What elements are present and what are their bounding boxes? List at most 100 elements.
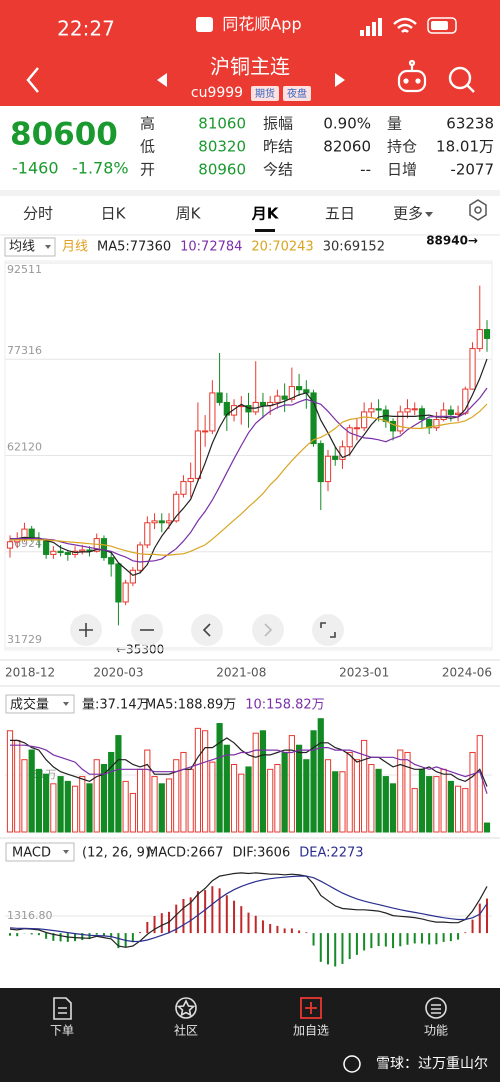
stat-value: -- <box>360 161 371 179</box>
volume-bar <box>21 759 28 833</box>
volume-bar <box>216 723 223 833</box>
tag-bg <box>251 86 279 101</box>
robot-icon[interactable] <box>397 59 427 93</box>
tab[interactable]: 周K <box>176 205 202 223</box>
nav-item[interactable]: 功能 <box>424 1024 448 1038</box>
candle-body <box>274 395 281 403</box>
volume-bar <box>173 759 180 833</box>
candle-body <box>79 549 86 552</box>
stat-label: 振幅 <box>263 115 293 133</box>
candle-body <box>43 539 50 555</box>
status-app: 同花顺App <box>222 15 301 34</box>
indicator-line <box>9 875 488 943</box>
volume-bar <box>397 749 404 833</box>
status-time: 22:27 <box>57 17 115 41</box>
candle-body <box>165 520 173 524</box>
volume-bar <box>433 776 440 833</box>
volume-bar <box>346 751 353 833</box>
contract-title: 沪铜主连 <box>210 55 290 79</box>
candle-body <box>180 481 187 495</box>
watermark: 雪球：过万重山尔 <box>376 1056 488 1072</box>
tag: 期货 <box>255 87 275 100</box>
stat-label: 持仓 <box>387 138 417 156</box>
volume-bar <box>317 718 324 833</box>
prev-contract[interactable] <box>157 73 167 87</box>
volume-bar <box>259 730 267 833</box>
legend-entry: MACD:2667 <box>147 846 223 861</box>
tag-bg <box>283 86 311 101</box>
x-tick-label: 2020-03 <box>93 666 143 680</box>
indicator-select[interactable] <box>4 237 56 257</box>
indicator-line <box>9 872 488 948</box>
volume-bar <box>79 776 86 833</box>
candle-body <box>411 408 418 411</box>
header-bg <box>0 0 500 106</box>
dropdown-arrow <box>45 245 51 249</box>
battery-level <box>431 21 448 30</box>
wifi-icon <box>393 17 417 33</box>
nav-item[interactable]: 加自选 <box>293 1024 329 1038</box>
volume-bar <box>368 764 375 833</box>
volume-bar <box>230 764 238 833</box>
volume-bar <box>180 751 187 833</box>
y-tick-label: 31729 <box>7 633 42 646</box>
nav-item[interactable]: 下单 <box>50 1024 74 1038</box>
candle-body <box>404 408 411 413</box>
volume-bar <box>158 783 165 833</box>
indicator-select[interactable] <box>5 694 75 714</box>
stat-value: 80960 <box>198 161 246 179</box>
candle-body <box>332 455 339 460</box>
max-annotation: 88940→ <box>426 234 478 248</box>
volume-bar <box>274 764 281 833</box>
indicator-select[interactable] <box>5 842 75 862</box>
legend-entry: 20:70243 <box>251 240 313 255</box>
volume-bar <box>339 771 346 833</box>
stat-label: 昨结 <box>263 138 293 156</box>
zoom-button[interactable] <box>312 614 344 646</box>
back-button[interactable] <box>26 67 39 93</box>
tab[interactable]: 五日 <box>325 205 355 223</box>
settings-icon <box>474 206 482 214</box>
tab[interactable]: 月K <box>251 205 280 223</box>
settings-icon[interactable] <box>469 199 487 221</box>
next-contract[interactable] <box>335 73 345 87</box>
stat-label: 低 <box>140 138 155 156</box>
volume-bar <box>100 764 108 833</box>
volume-bar <box>267 768 274 833</box>
volume-bar <box>202 730 209 833</box>
volume-bar <box>462 788 469 833</box>
zoom-button[interactable] <box>191 614 223 646</box>
volume-bar <box>288 735 295 833</box>
stat-label: 开 <box>140 161 155 179</box>
y-tick-label: 92511 <box>7 263 42 276</box>
volume-bar <box>447 780 454 833</box>
y-tick-label: 77316 <box>7 344 42 357</box>
volume-bar <box>454 785 462 833</box>
contract-code: cu9999 <box>191 85 243 101</box>
tab[interactable]: 更多 <box>393 205 423 223</box>
candle-body <box>187 477 194 483</box>
tab[interactable]: 日K <box>101 205 127 223</box>
candle-body <box>173 493 180 522</box>
bottom-nav-bg <box>0 988 500 1082</box>
candle-body <box>426 419 433 429</box>
search-icon[interactable] <box>448 66 475 93</box>
volume-bar <box>245 766 252 833</box>
candle-body <box>375 408 382 411</box>
zoom-icon <box>264 623 273 637</box>
zoom-button[interactable] <box>252 614 284 646</box>
indicator-line <box>10 744 488 794</box>
stat-value: 82060 <box>323 138 371 156</box>
nav-item[interactable]: 社区 <box>174 1023 198 1038</box>
volume-bar <box>223 744 230 833</box>
candle-body <box>144 522 151 546</box>
period-label: 月线 <box>62 240 88 255</box>
candle-body <box>433 419 440 429</box>
volume-label: 量:37.14万 <box>82 698 150 713</box>
legend-entry: DEA:2273 <box>299 846 363 861</box>
dropdown-arrow <box>63 850 69 854</box>
candle-body <box>418 408 426 421</box>
tab[interactable]: 分时 <box>23 205 53 223</box>
volume-bar <box>14 739 21 833</box>
